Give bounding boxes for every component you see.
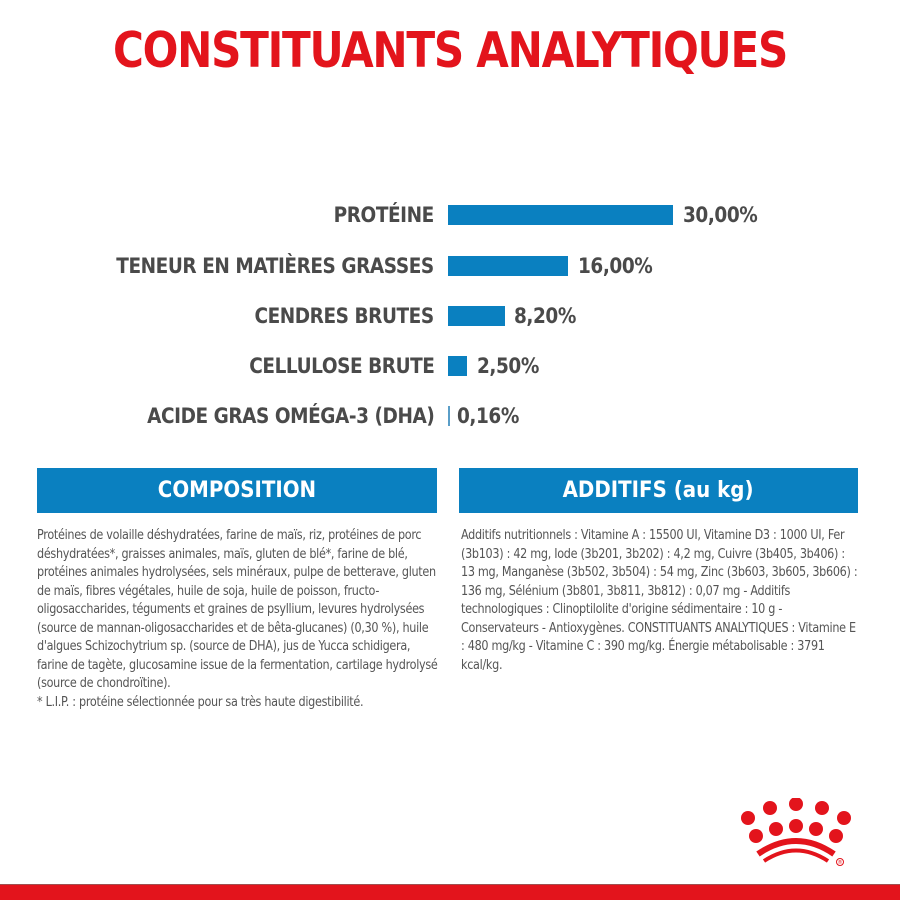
chart-row-fat: TENEUR EN MATIÈRES GRASSES 16,00% xyxy=(0,246,900,286)
bar xyxy=(448,256,568,276)
row-label: PROTÉINE xyxy=(333,203,435,227)
composition-text: Protéines de volaille déshydratées, fari… xyxy=(37,528,438,691)
row-value: 8,20% xyxy=(514,304,576,328)
page-title: CONSTITUANTS ANALYTIQUES xyxy=(112,22,788,79)
crown-logo-icon: ® xyxy=(738,797,868,868)
additifs-header: ADDITIFS (au kg) xyxy=(459,468,858,513)
composition-header: COMPOSITION xyxy=(37,468,437,513)
chart-row-dha: ACIDE GRAS OMÉGA-3 (DHA) 0,16% xyxy=(0,396,900,436)
composition-footnote: * L.I.P. : protéine sélectionnée pour sa… xyxy=(37,694,364,710)
composition-body: Protéines de volaille déshydratées, fari… xyxy=(37,527,442,712)
additifs-header-label: ADDITIFS (au kg) xyxy=(563,478,754,503)
row-label: CENDRES BRUTES xyxy=(254,304,435,328)
bar xyxy=(448,406,450,426)
bar xyxy=(448,356,467,376)
row-label: CELLULOSE BRUTE xyxy=(248,354,435,378)
bar xyxy=(448,306,505,326)
additifs-text: Additifs nutritionnels : Vitamine A : 15… xyxy=(461,528,858,673)
row-label: ACIDE GRAS OMÉGA-3 (DHA) xyxy=(146,404,435,428)
svg-text:®: ® xyxy=(838,859,843,866)
footer-red-band xyxy=(0,884,900,900)
row-value: 2,50% xyxy=(477,354,539,378)
row-value: 16,00% xyxy=(578,254,653,278)
chart-row-ash: CENDRES BRUTES 8,20% xyxy=(0,296,900,336)
chart-row-fiber: CELLULOSE BRUTE 2,50% xyxy=(0,346,900,386)
row-value: 30,00% xyxy=(683,203,758,227)
bar xyxy=(448,205,673,225)
row-value: 0,16% xyxy=(457,404,519,428)
additifs-body: Additifs nutritionnels : Vitamine A : 15… xyxy=(461,527,861,675)
chart-row-protein: PROTÉINE 30,00% xyxy=(0,195,900,235)
composition-header-label: COMPOSITION xyxy=(157,478,317,503)
nutrient-bar-chart: PROTÉINE 30,00% TENEUR EN MATIÈRES GRASS… xyxy=(0,195,900,436)
row-label: TENEUR EN MATIÈRES GRASSES xyxy=(116,254,435,278)
